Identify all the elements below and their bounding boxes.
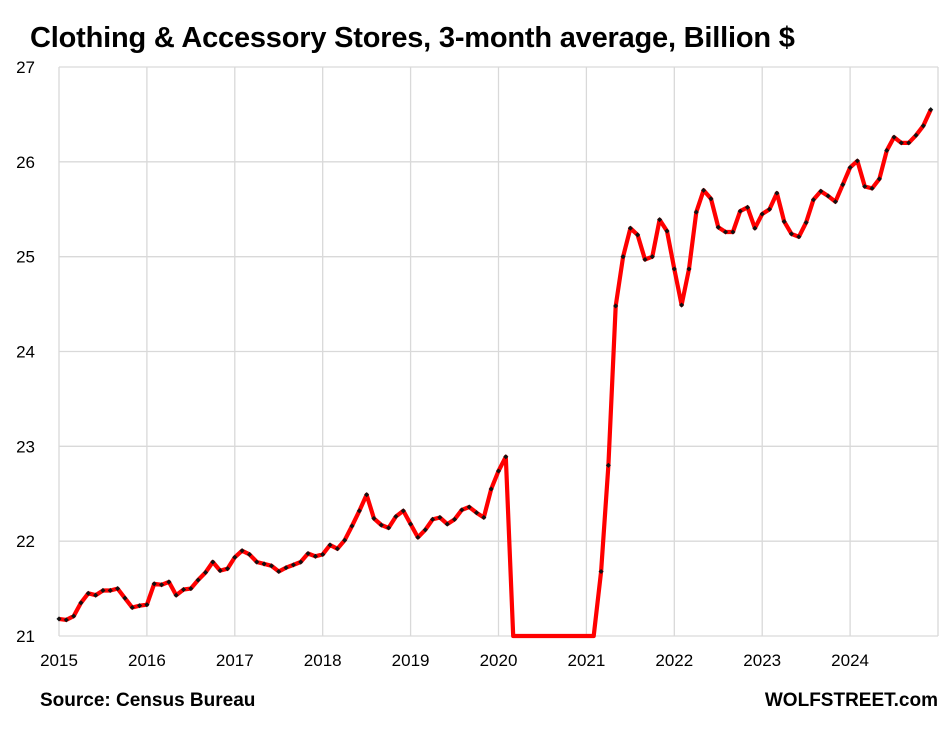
data-point	[671, 266, 677, 272]
data-point	[408, 521, 414, 527]
data-point	[627, 225, 633, 231]
x-tick-label: 2023	[743, 651, 781, 670]
x-tick-label: 2016	[128, 651, 166, 670]
data-point	[840, 182, 846, 188]
data-point	[459, 507, 465, 513]
data-point	[913, 132, 919, 138]
data-point	[803, 219, 809, 226]
x-tick-label: 2024	[831, 651, 869, 670]
data-point	[825, 193, 831, 199]
gridlines	[58, 66, 939, 637]
data-point	[642, 256, 648, 263]
data-point	[466, 504, 472, 510]
x-tick-label: 2020	[480, 651, 518, 670]
y-tick-label: 23	[16, 437, 35, 456]
data-point	[752, 225, 758, 231]
data-point	[774, 190, 780, 196]
x-tick-label: 2022	[655, 651, 693, 670]
y-tick-label: 22	[16, 532, 35, 551]
data-point	[649, 254, 655, 260]
data-point	[788, 231, 795, 237]
source-note: Source: Census Bureau	[40, 690, 256, 711]
data-point	[268, 563, 274, 569]
y-tick-label: 25	[16, 248, 35, 267]
data-point	[312, 553, 318, 559]
x-tick-label: 2015	[40, 651, 78, 670]
data-point	[473, 510, 480, 516]
data-point	[430, 516, 436, 522]
y-tick-label: 26	[16, 153, 35, 172]
data-point	[503, 454, 509, 460]
data-point	[715, 224, 721, 230]
data-point	[854, 158, 860, 164]
data-point	[356, 508, 362, 514]
brand-watermark: WOLFSTREET.com	[764, 690, 938, 711]
data-series	[56, 107, 934, 639]
data-point	[378, 522, 384, 528]
data-point	[495, 468, 502, 474]
data-point	[327, 542, 333, 548]
x-axis-tick-labels: 2015 2016 2017 2018 2019 2020 2021 2022 2023 2024	[40, 651, 869, 670]
data-point	[349, 523, 355, 529]
x-tick-label: 2017	[216, 651, 254, 670]
data-point	[400, 508, 406, 514]
data-point	[664, 228, 670, 234]
data-point	[598, 568, 604, 575]
y-axis-tick-labels: 21 22 23 24 25 26 27	[16, 58, 35, 646]
x-tick-label: 2021	[567, 651, 605, 670]
data-point	[481, 514, 487, 521]
y-tick-label: 21	[16, 627, 35, 646]
data-point	[444, 521, 450, 527]
chart-title: Clothing & Accessory Stores, 3-month ave…	[30, 22, 795, 54]
data-point	[605, 462, 611, 468]
data-point	[364, 492, 370, 498]
data-point	[723, 229, 729, 235]
data-point	[693, 209, 699, 215]
x-tick-label: 2019	[392, 651, 430, 670]
data-point	[876, 176, 882, 182]
y-tick-label: 27	[16, 58, 35, 77]
data-point	[488, 486, 494, 492]
data-point	[686, 266, 692, 272]
data-point	[71, 613, 77, 619]
x-tick-label: 2018	[304, 651, 342, 670]
data-point	[371, 515, 377, 521]
data-point	[657, 217, 663, 223]
data-point	[415, 534, 421, 540]
y-tick-label: 24	[16, 343, 35, 362]
data-point	[766, 206, 773, 212]
